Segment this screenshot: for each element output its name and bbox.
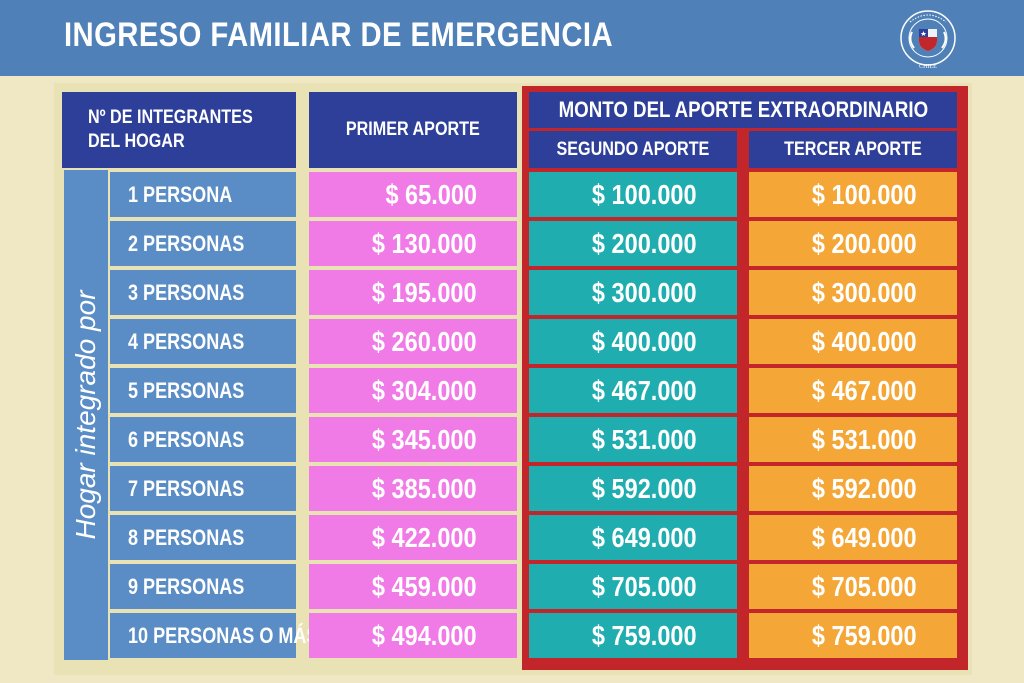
segundo-value: $ 400.000 xyxy=(529,319,737,364)
primer-value: $ 195.000 xyxy=(309,270,517,315)
header-monto-extraordinario: MONTO DEL APORTE EXTRAORDINARIO xyxy=(529,92,957,128)
tercer-value: $ 300.000 xyxy=(749,270,957,315)
tercer-value: $ 759.000 xyxy=(749,613,957,658)
primer-value: $ 422.000 xyxy=(309,515,517,560)
tercer-value: $ 200.000 xyxy=(749,221,957,266)
row-label: 7 PERSONAS xyxy=(110,466,296,511)
header-segundo-aporte: SEGUNDO APORTE xyxy=(529,131,737,168)
primer-value: $ 130.000 xyxy=(309,221,517,266)
side-label-column xyxy=(64,170,108,660)
primer-value: $ 459.000 xyxy=(309,564,517,609)
row-label: 5 PERSONAS xyxy=(110,368,296,413)
row-label: 4 PERSONAS xyxy=(110,319,296,364)
tercer-value: $ 649.000 xyxy=(749,515,957,560)
tercer-value: $ 467.000 xyxy=(749,368,957,413)
row-label: 2 PERSONAS xyxy=(110,221,296,266)
row-label: 9 PERSONAS xyxy=(110,564,296,609)
row-label: 1 PERSONA xyxy=(110,172,296,217)
primer-value: $ 385.000 xyxy=(309,466,517,511)
header-integrantes-line1: Nº DE INTEGRANTES xyxy=(88,107,253,128)
page-title: INGRESO FAMILIAR DE EMERGENCIA xyxy=(64,16,614,54)
row-label: 3 PERSONAS xyxy=(110,270,296,315)
primer-value: $ 345.000 xyxy=(309,417,517,462)
tercer-value: $ 592.000 xyxy=(749,466,957,511)
tercer-value: $ 400.000 xyxy=(749,319,957,364)
header-integrantes: Nº DE INTEGRANTES DEL HOGAR xyxy=(62,92,296,168)
segundo-value: $ 705.000 xyxy=(529,564,737,609)
row-label: 8 PERSONAS xyxy=(110,515,296,560)
segundo-value: $ 649.000 xyxy=(529,515,737,560)
primer-value: $ 65.000 xyxy=(309,172,517,217)
segundo-value: $ 100.000 xyxy=(529,172,737,217)
tercer-value: $ 705.000 xyxy=(749,564,957,609)
header-primer-aporte: PRIMER APORTE xyxy=(309,92,517,168)
svg-text:CHILE: CHILE xyxy=(919,64,937,70)
segundo-value: $ 759.000 xyxy=(529,613,737,658)
row-label: 10 PERSONAS O MÁS xyxy=(110,613,318,658)
segundo-value: $ 531.000 xyxy=(529,417,737,462)
side-label: Hogar integrado por xyxy=(70,290,101,540)
segundo-value: $ 467.000 xyxy=(529,368,737,413)
header-tercer-aporte: TERCER APORTE xyxy=(749,131,957,168)
row-label: 6 PERSONAS xyxy=(110,417,296,462)
primer-value: $ 260.000 xyxy=(309,319,517,364)
segundo-value: $ 200.000 xyxy=(529,221,737,266)
tercer-value: $ 100.000 xyxy=(749,172,957,217)
segundo-value: $ 300.000 xyxy=(529,270,737,315)
header-bar: INGRESO FAMILIAR DE EMERGENCIA CHILE xyxy=(0,0,1024,76)
header-integrantes-line2: DEL HOGAR xyxy=(88,131,185,152)
primer-value: $ 304.000 xyxy=(309,368,517,413)
segundo-value: $ 592.000 xyxy=(529,466,737,511)
tercer-value: $ 531.000 xyxy=(749,417,957,462)
primer-value: $ 494.000 xyxy=(309,613,517,658)
chamber-seal-logo: CHILE xyxy=(900,10,956,70)
